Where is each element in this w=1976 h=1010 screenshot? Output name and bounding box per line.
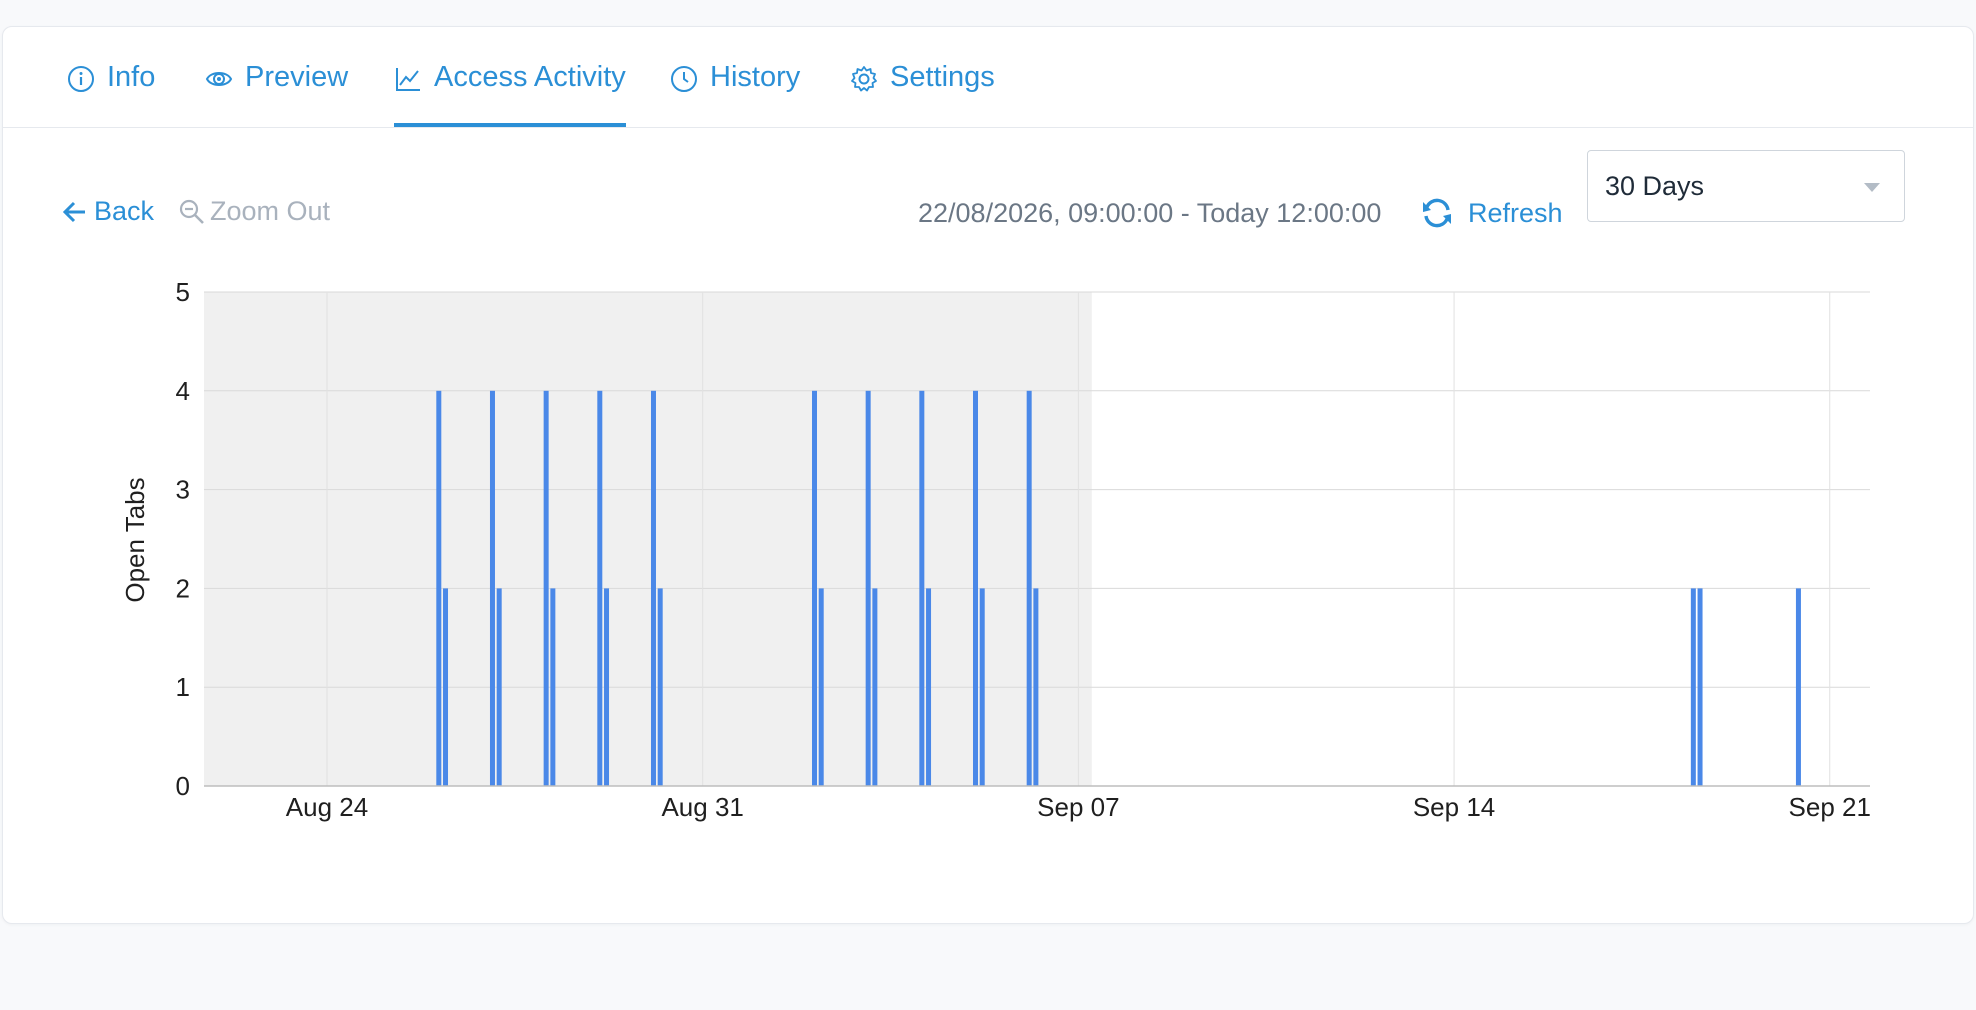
chevron-down-icon [1864, 183, 1880, 192]
zoom-out-label: Zoom Out [210, 196, 331, 226]
tab-history-label: History [710, 61, 801, 93]
refresh-button[interactable]: Refresh [1420, 196, 1563, 230]
zoom-out-icon [179, 199, 204, 224]
tab-settings-label: Settings [890, 61, 995, 93]
top-strip [0, 0, 1976, 26]
tab-settings[interactable]: Settings [850, 61, 995, 127]
date-range-text: 22/08/2026, 09:00:00 - Today 12:00:00 [918, 198, 1382, 228]
tab-bar: Info Preview Access Activity History [3, 27, 1973, 128]
info-icon [68, 66, 94, 92]
tab-access-activity-label: Access Activity [434, 61, 626, 93]
tab-info[interactable]: Info [67, 61, 155, 127]
clock-icon [671, 66, 697, 92]
tab-info-label: Info [107, 61, 156, 93]
refresh-label: Refresh [1468, 197, 1563, 228]
zoom-out-button[interactable]: Zoom Out [178, 196, 330, 227]
arrow-left-icon [62, 201, 85, 222]
tab-preview[interactable]: Preview [205, 61, 348, 127]
period-select[interactable]: 30 Days [1587, 150, 1905, 222]
refresh-icon [1423, 198, 1451, 228]
back-button[interactable]: Back [62, 196, 154, 227]
chart-line-icon [396, 68, 420, 91]
tab-history[interactable]: History [670, 61, 800, 127]
chart-toolbar: Back Zoom Out 22/08/2026, 09:00:00 - Tod… [0, 140, 1970, 228]
tab-preview-label: Preview [245, 61, 349, 93]
tab-access-activity[interactable]: Access Activity [394, 61, 626, 127]
eye-icon [205, 72, 233, 86]
gear-icon [851, 66, 877, 92]
period-select-value: 30 Days [1605, 170, 1705, 201]
back-label: Back [94, 196, 155, 226]
